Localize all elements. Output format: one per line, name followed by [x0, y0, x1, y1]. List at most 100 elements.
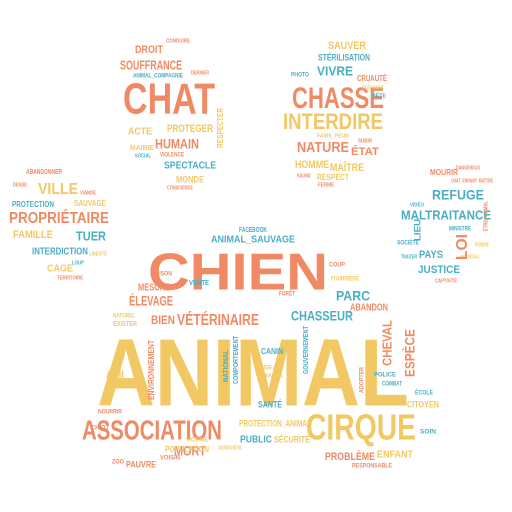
word-dense: DENSE: [13, 182, 28, 188]
word-responsable: RESPONSABLE: [352, 464, 392, 470]
word-interdiction: INTERDICTION: [32, 247, 88, 258]
word-liberte: LIBERTÉ: [89, 249, 108, 257]
word-coup: COUP: [329, 263, 345, 269]
word-elephant: ÉLÉPHANT: [362, 83, 384, 91]
word-national: NATIONAL: [223, 349, 230, 382]
word-chat: CHAT: [123, 75, 215, 124]
word-zoo: ZOO: [112, 460, 124, 466]
word-subir: SUBIR: [358, 138, 372, 144]
word-etre-animal: ÊTRE_ANIMAL: [481, 201, 489, 231]
word-ecole: ÉCOLE: [415, 389, 433, 397]
word-faune: FAUNE: [297, 173, 312, 179]
word-conscience: CONSCIENCE: [167, 185, 194, 191]
word-mourir: MOURIR: [430, 168, 458, 177]
word-pauvre: PAUVRE: [126, 459, 156, 469]
word-chasseur: CHASSEUR: [291, 308, 353, 324]
word-societe-chat: SOCIAL: [135, 153, 151, 159]
word-comportement: COMPORTEMENT: [233, 335, 240, 384]
word-battre: BATTRE: [479, 178, 493, 184]
word-sauver: SAUVER: [328, 40, 366, 52]
word-foret: FORÊT: [279, 290, 295, 298]
word-souffrance: SOUFFRANCE: [120, 57, 182, 72]
word-proteger: PROTEGER: [167, 123, 213, 135]
word-police: POLICE: [374, 373, 396, 379]
word-sauvage: SAUVAGE: [74, 199, 107, 208]
word-acte: ACTE: [128, 127, 152, 138]
word-dangereux: DANGEREUX: [456, 165, 480, 171]
word-bete: BÊTE: [372, 91, 387, 99]
word-animal-sauvage: ANIMAL_SAUVAGE: [211, 235, 295, 246]
word-sante: SANTÉ: [258, 399, 282, 409]
toe-ville: VILLE PROPRIÉTAIRE FAMILLE TUER INTERDIC…: [9, 169, 109, 281]
word-association: ASSOCIATION: [82, 414, 222, 445]
word-tuer: TUER: [76, 228, 107, 243]
word-securite: SÉCURITÉ: [274, 434, 310, 444]
word-interdire: INTERDIRE: [283, 109, 383, 134]
word-abandon: ABANDON: [350, 303, 388, 314]
word-voisin: VOISIN: [160, 456, 180, 462]
main-pad: ANIMAL CHIEN ASSOCIATION CIRQUE VÉTÉRINA…: [82, 227, 439, 470]
word-ami: AMI: [106, 369, 124, 381]
word-conduire: CONDUIRE: [166, 38, 191, 44]
word-chasse: CHASSE: [292, 82, 384, 115]
word-chat-errant: CHAT_ERRANT: [451, 178, 477, 184]
word-environnement: ENVIRONNEMENT: [147, 340, 156, 400]
word-loi: LOI: [454, 234, 471, 260]
word-abandonner: ABANDONNER: [26, 169, 62, 176]
word-humain: HUMAIN: [155, 136, 199, 152]
word-faire-peur: FAIRE_PEUR: [317, 133, 349, 139]
word-nouveau: NOUVEAU: [461, 254, 479, 260]
word-chien: CHIEN: [148, 244, 328, 302]
word-naturel: NATUREL: [113, 314, 135, 320]
word-bien: BIEN: [151, 313, 175, 327]
word-traiter: TRAITER: [401, 254, 417, 260]
word-humanite: HUMANITÉ: [257, 372, 283, 380]
word-animal-compagnie: ANIMAL_COMPAGNIE: [133, 74, 183, 80]
word-societe: SOCIÉTÉ: [397, 239, 419, 247]
word-ministre: MINISTRE: [449, 227, 471, 233]
word-famille: FAMILLE: [13, 229, 53, 241]
word-photo: PHOTO: [291, 73, 309, 79]
word-respect: RESPECT: [317, 173, 349, 182]
word-spectacle: SPECTACLE: [164, 161, 216, 172]
toe-refuge: REFUGE MALTRAITANCE PAYS JUSTICE MOURIR …: [397, 165, 493, 284]
word-mort: MORT: [174, 443, 206, 459]
word-video: VIDÉO: [410, 200, 424, 208]
word-homme: HOMME: [295, 159, 329, 171]
word-mesure: MESURE: [138, 283, 170, 294]
word-refuge: REFUGE: [432, 187, 484, 203]
word-canin: CANIN: [261, 347, 283, 356]
word-soin: SOIN: [420, 430, 436, 436]
word-cage: CAGE: [47, 264, 73, 275]
word-veterinaire: VÉTÉRINAIRE: [177, 310, 259, 329]
word-etat: ÉTAT: [351, 145, 379, 158]
word-derniere: DERNIER: [191, 70, 209, 76]
word-facebook: FACEBOOK: [239, 227, 267, 234]
word-maltraitance: MALTRAITANCE: [401, 207, 491, 222]
word-justice: JUSTICE: [418, 264, 460, 276]
word-genevieve: GENEVIÈVE: [218, 443, 243, 451]
word-sterilisation: STÉRILISATION: [318, 52, 370, 62]
word-cheval: CHEVAL: [379, 320, 394, 366]
word-adopter: ADOPTER: [360, 366, 366, 393]
word-public: PUBLIC: [240, 435, 272, 446]
word-cirque: CIRQUE: [306, 407, 416, 448]
word-citoyen: CITOYEN: [407, 399, 439, 409]
word-chiot: CHIOT: [91, 426, 109, 432]
word-oiseau: OISEAU: [259, 366, 281, 372]
word-prison: PRISON: [152, 272, 172, 278]
word-ferme: FERME: [318, 182, 335, 188]
word-espece: ESPÈCE: [402, 329, 418, 377]
word-proprietaire: PROPRIÉTAIRE: [9, 208, 109, 227]
word-maitre: MAÎTRE: [330, 161, 364, 174]
word-vivre: VIVRE: [317, 63, 353, 78]
word-pays: PAYS: [419, 249, 443, 261]
word-nature: NATURE: [297, 139, 349, 156]
word-viande: VIANDE: [80, 190, 97, 196]
word-parc: PARC: [336, 288, 370, 304]
word-ville: VILLE: [38, 181, 78, 198]
word-lieu: LIEU: [412, 219, 422, 241]
word-cruaute: CRUAUTÉ: [357, 74, 388, 83]
word-monde: MONDE: [176, 174, 204, 184]
